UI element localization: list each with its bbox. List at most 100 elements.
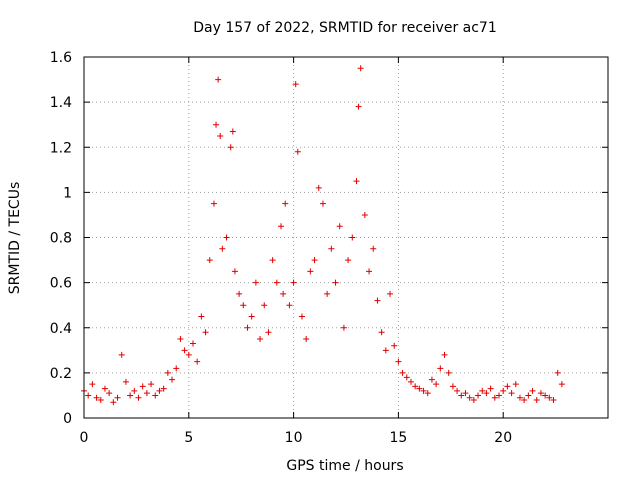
data-point: [491, 394, 498, 401]
data-point: [336, 223, 343, 230]
data-point: [437, 365, 444, 372]
data-point: [424, 390, 431, 397]
data-point: [370, 245, 377, 252]
data-point: [217, 132, 224, 139]
data-point: [257, 336, 264, 343]
data-point: [441, 351, 448, 358]
data-point: [223, 234, 230, 241]
data-point: [215, 76, 222, 83]
data-point: [156, 387, 163, 394]
data-point: [290, 279, 297, 286]
data-point: [387, 290, 394, 297]
y-tick-label: 1.2: [50, 140, 72, 156]
data-point: [101, 385, 108, 392]
data-point: [315, 184, 322, 191]
data-point: [307, 268, 314, 275]
x-tick-labels: 0 5 10 15 20: [80, 430, 513, 446]
data-point: [122, 378, 129, 385]
data-point: [173, 365, 180, 372]
data-point: [206, 257, 213, 264]
data-point: [278, 223, 285, 230]
data-point: [345, 257, 352, 264]
data-point: [529, 387, 536, 394]
data-point: [462, 390, 469, 397]
axis-ticks: [83, 56, 608, 419]
data-point: [252, 279, 259, 286]
data-point: [97, 396, 104, 403]
data-point: [407, 378, 414, 385]
data-point: [110, 399, 117, 406]
plot-frame: [83, 56, 609, 419]
data-point: [219, 245, 226, 252]
data-point: [265, 329, 272, 336]
data-point: [466, 394, 473, 401]
data-point: [340, 324, 347, 331]
data-point: [487, 385, 494, 392]
data-point: [399, 369, 406, 376]
data-point: [198, 313, 205, 320]
data-point: [106, 390, 113, 397]
data-point: [361, 211, 368, 218]
data-point: [227, 144, 234, 151]
data-point: [374, 297, 381, 304]
data-point: [303, 336, 310, 343]
x-tick-label: 10: [285, 430, 303, 446]
data-point: [496, 392, 503, 399]
data-point: [454, 387, 461, 394]
data-point: [286, 302, 293, 309]
data-point: [445, 369, 452, 376]
data-point: [139, 383, 146, 390]
data-point: [416, 385, 423, 392]
data-point: [294, 148, 301, 155]
y-tick-label: 1.6: [50, 50, 72, 66]
data-point: [433, 381, 440, 388]
data-point: [229, 128, 236, 135]
data-point: [292, 81, 299, 88]
data-point: [558, 381, 565, 388]
data-point: [298, 313, 305, 320]
data-point: [475, 392, 482, 399]
data-point: [420, 387, 427, 394]
data-point: [143, 390, 150, 397]
data-point: [118, 351, 125, 358]
data-point: [181, 347, 188, 354]
x-axis-label: GPS time / hours: [286, 458, 403, 474]
data-point: [542, 392, 549, 399]
chart-title: Day 157 of 2022, SRMTID for receiver ac7…: [193, 20, 497, 36]
y-tick-label: 0: [63, 411, 72, 427]
x-tick-label: 20: [494, 430, 512, 446]
data-point: [525, 392, 532, 399]
y-tick-label: 0.8: [50, 231, 72, 247]
y-tick-label: 0.6: [50, 276, 72, 292]
data-point: [349, 234, 356, 241]
data-point: [357, 65, 364, 72]
data-point: [504, 383, 511, 390]
y-tick-label: 1.4: [50, 95, 72, 111]
data-point: [521, 396, 528, 403]
data-point: [537, 390, 544, 397]
data-point: [319, 200, 326, 207]
data-point: [500, 387, 507, 394]
data-point: [248, 313, 255, 320]
data-point: [131, 387, 138, 394]
data-point: [282, 200, 289, 207]
data-point: [512, 381, 519, 388]
data-point: [324, 290, 331, 297]
data-point: [280, 290, 287, 297]
data-point: [550, 396, 557, 403]
data-point: [244, 324, 251, 331]
y-tick-label: 0.4: [50, 321, 72, 337]
data-point: [554, 369, 561, 376]
data-point: [236, 290, 243, 297]
data-points: [81, 65, 565, 406]
data-point: [231, 268, 238, 275]
data-point: [391, 342, 398, 349]
data-point: [261, 302, 268, 309]
data-point: [412, 383, 419, 390]
x-tick-label: 0: [80, 430, 89, 446]
data-point: [479, 387, 486, 394]
data-point: [546, 394, 553, 401]
data-point: [213, 121, 220, 128]
data-point: [189, 340, 196, 347]
